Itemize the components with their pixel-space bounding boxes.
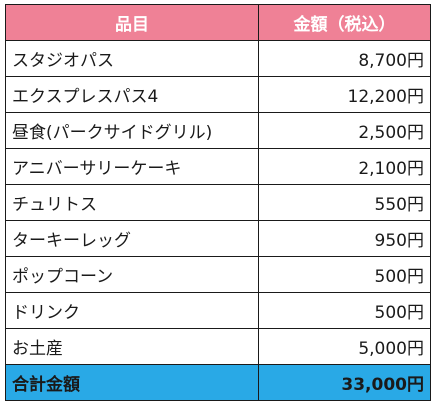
- row-item: ドリンク: [5, 292, 259, 329]
- table-row: アニバーサリーケーキ 2,100円: [5, 148, 431, 185]
- row-amount: 5,000円: [258, 328, 431, 365]
- row-amount: 550円: [258, 184, 431, 221]
- table-header-row: 品目 金額（税込）: [5, 4, 431, 41]
- total-label: 合計金額: [5, 364, 259, 401]
- table-row: ポップコーン 500円: [5, 256, 431, 293]
- row-item: スタジオパス: [5, 40, 259, 77]
- row-amount: 500円: [258, 256, 431, 293]
- row-item: チュリトス: [5, 184, 259, 221]
- row-amount: 950円: [258, 220, 431, 257]
- header-amount: 金額（税込）: [258, 4, 431, 41]
- total-row: 合計金額 33,000円: [5, 364, 431, 401]
- header-item: 品目: [5, 4, 259, 41]
- row-item: ターキーレッグ: [5, 220, 259, 257]
- table-row: エクスプレスパス4 12,200円: [5, 76, 431, 113]
- row-amount: 12,200円: [258, 76, 431, 113]
- row-amount: 8,700円: [258, 40, 431, 77]
- row-item: ポップコーン: [5, 256, 259, 293]
- cost-table-container: 品目 金額（税込） スタジオパス 8,700円 エクスプレスパス4 12,200…: [5, 4, 431, 401]
- table-row: ターキーレッグ 950円: [5, 220, 431, 257]
- total-amount: 33,000円: [258, 364, 431, 401]
- row-amount: 2,100円: [258, 148, 431, 185]
- row-item: エクスプレスパス4: [5, 76, 259, 113]
- row-item: 昼食(パークサイドグリル): [5, 112, 259, 149]
- table-row: お土産 5,000円: [5, 328, 431, 365]
- row-item: お土産: [5, 328, 259, 365]
- cost-table: 品目 金額（税込） スタジオパス 8,700円 エクスプレスパス4 12,200…: [5, 4, 431, 401]
- table-row: チュリトス 550円: [5, 184, 431, 221]
- table-row: ドリンク 500円: [5, 292, 431, 329]
- row-amount: 500円: [258, 292, 431, 329]
- table-row: スタジオパス 8,700円: [5, 40, 431, 77]
- row-item: アニバーサリーケーキ: [5, 148, 259, 185]
- row-amount: 2,500円: [258, 112, 431, 149]
- table-row: 昼食(パークサイドグリル) 2,500円: [5, 112, 431, 149]
